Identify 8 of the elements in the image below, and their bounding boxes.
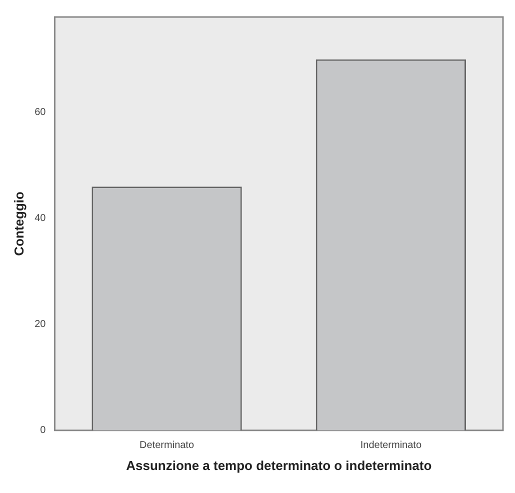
x-tick-label: Indeterminato bbox=[360, 440, 422, 452]
y-tick-label: 0 bbox=[40, 425, 46, 436]
y-tick-label: 60 bbox=[34, 107, 46, 118]
y-tick-label: 40 bbox=[34, 213, 46, 224]
x-axis-title: Assunzione a tempo determinato o indeterminato bbox=[126, 458, 432, 473]
x-tick-label: Determinato bbox=[140, 440, 194, 452]
y-tick-label: 20 bbox=[34, 319, 46, 330]
y-axis-title: Conteggio bbox=[11, 192, 26, 256]
